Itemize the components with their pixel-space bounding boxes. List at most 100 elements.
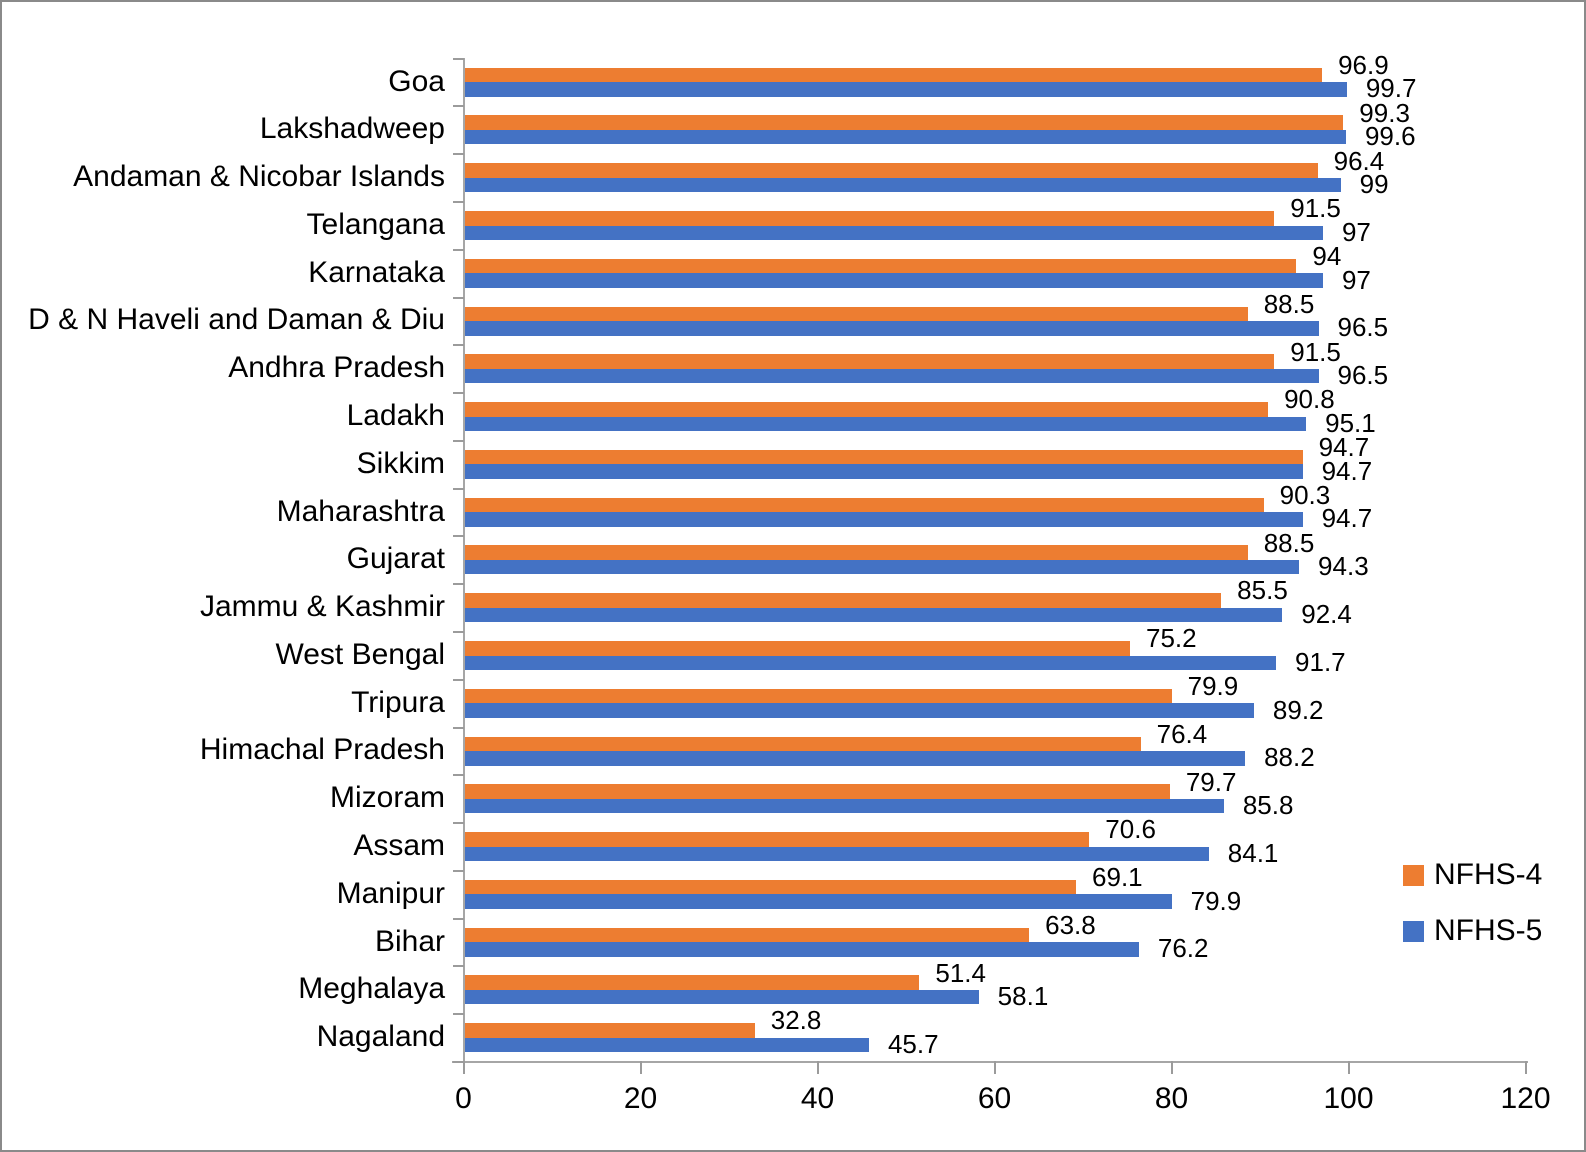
y-axis-tick xyxy=(452,965,464,968)
category-label: Karnataka xyxy=(308,255,445,289)
x-axis-line xyxy=(452,1061,1528,1063)
category-label: Maharashtra xyxy=(276,494,445,528)
x-axis-tick xyxy=(1524,1061,1527,1074)
nfhs5-bar xyxy=(464,321,1319,336)
nfhs5-bar xyxy=(464,607,1283,623)
x-axis-tick-label: 100 xyxy=(1323,1082,1374,1115)
nfhs5-bar xyxy=(464,368,1319,384)
nfhs5-value-label: 96.5 xyxy=(1337,360,1389,391)
nfhs5-value-label: 94.3 xyxy=(1318,551,1369,582)
category-label: Manipur xyxy=(336,876,445,910)
y-axis-tick xyxy=(452,869,464,872)
nfhs5-bar xyxy=(464,942,1139,957)
nfhs4-value-label: 88.5 xyxy=(1263,527,1315,558)
nfhs4-value-label: 76.4 xyxy=(1156,718,1208,749)
y-axis-tick xyxy=(452,296,464,299)
y-axis-tick xyxy=(452,344,464,347)
nfhs4-value-label: 99.3 xyxy=(1359,97,1410,128)
nfhs4-bar xyxy=(464,258,1297,274)
nfhs5-value-label: 89.2 xyxy=(1272,694,1324,725)
y-axis-tick xyxy=(452,678,464,681)
nfhs4-value-label: 63.8 xyxy=(1045,909,1096,940)
x-axis-tick-label: 40 xyxy=(800,1082,835,1115)
nfhs5-bar xyxy=(464,129,1346,145)
nfhs5-bar xyxy=(464,989,979,1005)
nfhs5-bar xyxy=(464,273,1323,288)
nfhs5-bar xyxy=(464,559,1300,575)
y-axis-tick xyxy=(452,774,464,777)
category-label: Goa xyxy=(388,64,445,98)
category-label: Tripura xyxy=(351,685,445,719)
nfhs5-bar xyxy=(464,894,1172,909)
legend: NFHS-4 NFHS-5 xyxy=(1403,860,1542,972)
y-axis-tick xyxy=(452,822,464,825)
nfhs4-bar xyxy=(464,211,1275,226)
y-axis-tick xyxy=(452,105,464,108)
nfhs4-value-label: 32.8 xyxy=(770,1005,822,1036)
nfhs5-value-label: 94.7 xyxy=(1321,503,1373,534)
x-axis-tick-label: 80 xyxy=(1154,1082,1189,1115)
nfhs4-value-label: 94 xyxy=(1312,241,1342,272)
category-label: Himachal Pradesh xyxy=(199,733,445,767)
nfhs4-value-label: 69.1 xyxy=(1092,862,1143,893)
y-axis-line xyxy=(462,57,465,1061)
nfhs4-bar xyxy=(464,163,1318,178)
nfhs4-value-label: 90.3 xyxy=(1279,479,1331,510)
y-axis-tick xyxy=(452,153,464,156)
nfhs5-value-label: 92.4 xyxy=(1301,598,1352,629)
nfhs5-value-label: 84.1 xyxy=(1227,837,1279,868)
y-axis-tick xyxy=(452,57,464,60)
nfhs4-bar xyxy=(464,545,1248,560)
legend-item-nfhs5: NFHS-5 xyxy=(1403,916,1542,946)
nfhs4-bar xyxy=(464,115,1344,130)
nfhs5-bar xyxy=(464,751,1246,766)
nfhs5-bar xyxy=(464,798,1224,814)
y-axis-tick xyxy=(452,917,464,920)
nfhs5-value-label: 99 xyxy=(1359,169,1389,199)
legend-label-nfhs5: NFHS-5 xyxy=(1434,914,1543,947)
nfhs4-value-label: 79.9 xyxy=(1187,671,1239,702)
nfhs5-bar xyxy=(464,512,1303,527)
y-axis-tick xyxy=(452,583,464,586)
nfhs4-value-label: 94.7 xyxy=(1318,432,1370,463)
nfhs5-value-label: 88.2 xyxy=(1264,742,1315,773)
nfhs5-bar xyxy=(464,846,1209,862)
nfhs4-bar xyxy=(464,641,1131,656)
nfhs4-bar xyxy=(464,593,1222,608)
nfhs5-bar xyxy=(464,177,1341,193)
category-label: Meghalaya xyxy=(298,972,445,1006)
y-axis-tick xyxy=(452,1013,464,1016)
category-label: Lakshadweep xyxy=(259,112,445,146)
nfhs5-value-label: 85.8 xyxy=(1242,790,1294,821)
nfhs4-bar xyxy=(464,497,1264,513)
category-label: Ladakh xyxy=(346,399,445,432)
category-label: Nagaland xyxy=(316,1020,445,1054)
category-label: Gujarat xyxy=(346,542,445,576)
nfhs4-value-label: 91.5 xyxy=(1290,193,1341,224)
category-label: D & N Haveli and Daman & Diu xyxy=(28,303,445,337)
x-axis-tick xyxy=(639,1061,642,1074)
y-axis-tick xyxy=(452,487,464,490)
nfhs4-bar xyxy=(464,784,1170,799)
y-axis-tick xyxy=(452,535,464,538)
nfhs4-value-label: 90.8 xyxy=(1284,384,1335,415)
x-axis-tick xyxy=(993,1061,996,1074)
legend-item-nfhs4: NFHS-4 xyxy=(1403,860,1542,890)
y-axis-tick xyxy=(452,201,464,204)
category-label: Jammu & Kashmir xyxy=(199,590,445,624)
nfhs4-bar xyxy=(464,927,1030,943)
nfhs4-bar xyxy=(464,449,1303,465)
category-label: Bihar xyxy=(374,924,445,958)
nfhs5-value-label: 91.7 xyxy=(1295,646,1346,677)
nfhs5-value-label: 95.1 xyxy=(1325,407,1376,438)
nfhs4-swatch-icon xyxy=(1403,864,1424,886)
nfhs5-bar xyxy=(464,655,1277,670)
y-axis-tick xyxy=(452,439,464,442)
category-label: West Bengal xyxy=(275,637,445,671)
x-axis-tick xyxy=(1347,1061,1350,1074)
category-label: Sikkim xyxy=(356,446,445,480)
category-label: Assam xyxy=(353,828,445,862)
nfhs4-bar xyxy=(464,402,1269,417)
